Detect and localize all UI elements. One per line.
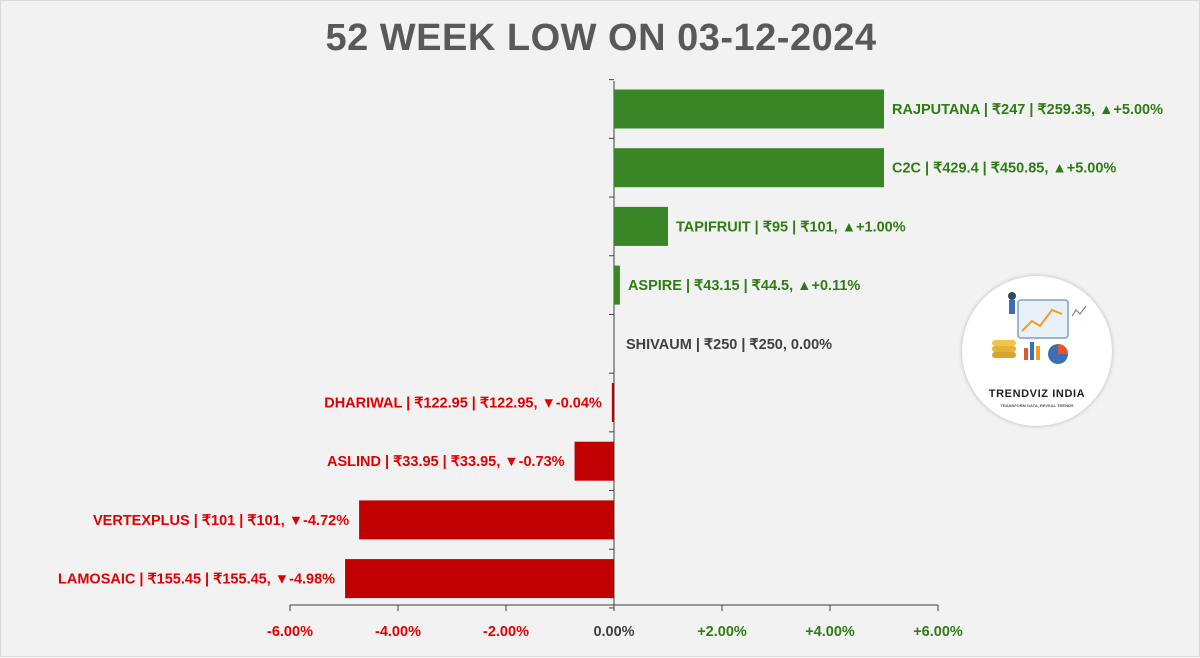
data-label-rajputana: RAJPUTANA | ₹247 | ₹259.35, ▲+5.00% [892, 102, 1163, 118]
x-tick-label: +4.00% [805, 624, 855, 640]
x-tick-label: +2.00% [697, 624, 747, 640]
x-tick-label: +6.00% [913, 624, 963, 640]
bar-tapifruit [614, 206, 668, 246]
data-label-tapifruit: TAPIFRUIT | ₹95 | ₹101, ▲+1.00% [676, 219, 906, 235]
trendviz-logo: TRENDVIZ INDIA TRANSFORM DATA, REVEAL TR… [962, 276, 1112, 426]
data-label-dhariwal: DHARIWAL | ₹122.95 | ₹122.95, ▼-0.04% [324, 396, 602, 412]
x-tick-label: -6.00% [267, 624, 313, 640]
x-tick-label: -4.00% [375, 624, 421, 640]
logo-illustration-icon [992, 292, 1087, 364]
chart-title: 52 WEEK LOW ON 03-12-2024 [325, 17, 877, 59]
data-label-c2c: C2C | ₹429.4 | ₹450.85, ▲+5.00% [892, 161, 1116, 177]
data-label-vertexplus: VERTEXPLUS | ₹101 | ₹101, ▼-4.72% [93, 513, 349, 529]
data-label-lamosaic: LAMOSAIC | ₹155.45 | ₹155.45, ▼-4.98% [58, 572, 335, 588]
bar-rajputana [614, 89, 884, 129]
bar-lamosaic [345, 559, 614, 599]
x-tick-label: -2.00% [483, 624, 529, 640]
bar-aspire [614, 265, 620, 305]
data-label-shivaum: SHIVAUM | ₹250 | ₹250, 0.00% [626, 337, 832, 353]
bar-vertexplus [359, 500, 614, 540]
bar-c2c [614, 148, 884, 188]
bar-aslind [574, 441, 614, 481]
logo-name: TRENDVIZ INDIA [988, 388, 1086, 400]
logo-tagline: TRANSFORM DATA, REVEAL TRENDS [1000, 403, 1074, 408]
x-tick-label: 0.00% [593, 624, 634, 640]
data-label-aslind: ASLIND | ₹33.95 | ₹33.95, ▼-0.73% [327, 454, 565, 470]
bar-dhariwal [611, 383, 614, 422]
data-label-aspire: ASPIRE | ₹43.15 | ₹44.5, ▲+0.11% [628, 278, 860, 294]
